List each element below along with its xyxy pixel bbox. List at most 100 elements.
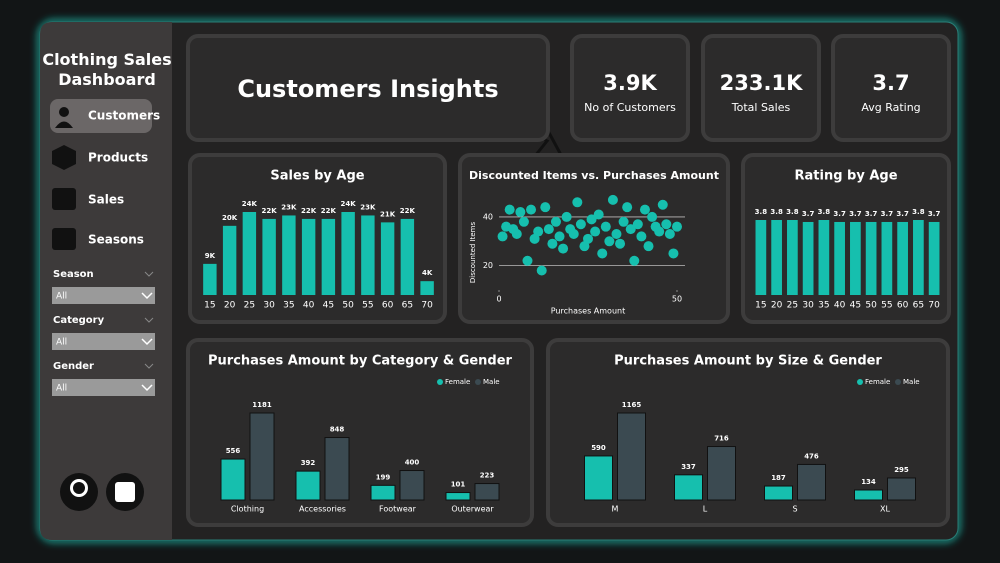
point [615, 238, 626, 249]
value-label: 23K [281, 203, 297, 211]
bar [887, 477, 916, 501]
point [533, 226, 544, 237]
point [632, 219, 643, 230]
bar [370, 484, 396, 501]
bar [262, 218, 276, 295]
x-tick-label: 20 [771, 301, 783, 311]
bar [913, 220, 924, 295]
value-label: 716 [714, 435, 729, 443]
value-label: 3.7 [881, 210, 894, 218]
nav-item[interactable]: Products [88, 151, 148, 165]
x-tick-label: 70 [928, 301, 940, 311]
value-label: 20K [222, 214, 238, 222]
nav-item[interactable]: Seasons [88, 233, 144, 247]
dropdown-value: All [56, 292, 67, 302]
bar [584, 455, 613, 501]
bar [850, 221, 861, 295]
kpi-value: 3.9K [603, 71, 657, 95]
value-label: 24K [242, 200, 258, 208]
card [701, 34, 821, 142]
value-label: 848 [330, 426, 345, 434]
value-label: 295 [894, 466, 909, 474]
value-label: 24K [341, 200, 357, 208]
bar [818, 220, 830, 295]
dropdown-value: All [56, 384, 67, 394]
bar [399, 470, 425, 501]
nav-item[interactable]: Customers [88, 109, 160, 123]
point [597, 248, 608, 259]
value-label: 22K [321, 207, 337, 215]
dropdown-value: All [56, 338, 67, 348]
page-title: Customers Insights [237, 75, 498, 103]
nav-active[interactable] [50, 99, 152, 133]
point [586, 214, 597, 225]
point [561, 211, 572, 222]
value-label: 400 [405, 459, 420, 467]
point [550, 216, 561, 227]
card [458, 153, 730, 324]
x-tick-label: 20 [224, 301, 236, 311]
bar [797, 463, 826, 501]
bar [928, 221, 940, 295]
legend-swatch [857, 379, 863, 385]
legend-label: Female [445, 378, 470, 386]
filter-chevron [144, 317, 154, 323]
point [575, 219, 586, 230]
value-label: 9K [205, 252, 216, 260]
dropdown[interactable] [52, 287, 155, 304]
chart-title: Purchases Amount by Size & Gender [614, 354, 882, 369]
value-label: 4K [422, 269, 433, 277]
y-axis-label: Discounted Items [469, 222, 477, 284]
x-tick-label: Clothing [231, 505, 264, 514]
x-tick-label: 55 [362, 301, 373, 311]
bar [380, 222, 395, 295]
legend-swatch [437, 379, 443, 385]
point [526, 204, 537, 215]
value-label: 22K [301, 207, 317, 215]
value-label: 23K [360, 203, 376, 211]
dropdown-arrow [141, 292, 153, 300]
nav-item[interactable]: Sales [88, 193, 124, 207]
point [593, 209, 604, 220]
bar [324, 437, 350, 501]
bar [203, 263, 217, 295]
x-tick-label: 30 [263, 301, 275, 311]
y-tick-label: 40 [483, 212, 493, 221]
value-label: 187 [771, 474, 786, 482]
point [568, 228, 579, 239]
legend-label: Female [865, 378, 890, 386]
x-tick-label: 50 [342, 301, 354, 311]
sidebar-title: Clothing Sales Dashboard [42, 50, 172, 89]
point [572, 197, 583, 208]
bar [321, 218, 336, 295]
point [647, 211, 658, 222]
point [536, 265, 547, 276]
point [518, 216, 529, 227]
x-tick-label: 55 [881, 301, 892, 311]
x-tick-label: 50 [672, 295, 682, 304]
point [643, 241, 654, 252]
point [672, 221, 682, 232]
x-tick-label: 60 [897, 301, 909, 311]
kpi-label: No of Customers [584, 101, 676, 114]
dropdown[interactable] [52, 333, 155, 350]
filter-label: Gender [53, 361, 94, 372]
point [511, 228, 522, 239]
bar [420, 281, 434, 295]
x-tick-label: M [612, 505, 619, 514]
kpi-label: Avg Rating [861, 101, 920, 114]
x-tick-label: 15 [755, 301, 766, 311]
point [668, 248, 679, 259]
value-label: 556 [226, 447, 241, 455]
point [522, 255, 533, 266]
value-label: 3.7 [896, 210, 909, 218]
x-tick-label: Accessories [299, 505, 346, 514]
kpi-value: 233.1K [720, 71, 803, 95]
dropdown[interactable] [52, 379, 155, 396]
point [657, 199, 668, 210]
nav-icons [52, 107, 76, 250]
y-tick-label: 20 [483, 261, 493, 270]
value-label: 223 [480, 472, 495, 480]
bar [707, 446, 736, 501]
x-tick-label: 65 [402, 301, 413, 311]
